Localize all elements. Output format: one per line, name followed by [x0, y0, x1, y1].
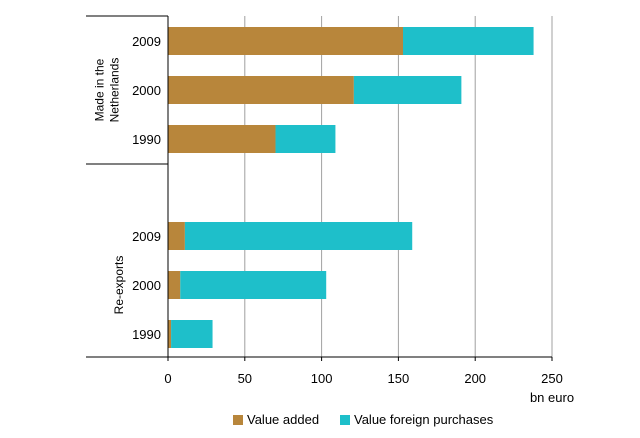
legend-label: Value foreign purchases — [354, 412, 494, 427]
bar-segment — [275, 125, 336, 153]
x-tick-label: 150 — [388, 371, 410, 386]
bar-segment — [403, 27, 534, 55]
bar-segment — [168, 27, 404, 55]
bar-segment — [353, 76, 462, 104]
category-label: 2009 — [132, 34, 161, 49]
x-tick-label: 250 — [541, 371, 563, 386]
category-label: 1990 — [132, 132, 161, 147]
bar-segment — [168, 222, 185, 250]
legend: Value added Value foreign purchases — [233, 412, 494, 427]
group-label: Made in theNetherlands — [93, 58, 122, 123]
x-tick-label: 100 — [311, 371, 333, 386]
bar-segment — [171, 320, 213, 348]
bar-segment — [168, 125, 276, 153]
legend-swatch — [340, 415, 350, 425]
bar-segment — [168, 76, 354, 104]
x-tick-label: 200 — [464, 371, 486, 386]
bar-segment — [184, 222, 413, 250]
category-label: 1990 — [132, 327, 161, 342]
group-label: Re-exports — [112, 256, 126, 315]
x-tick-label: 0 — [164, 371, 171, 386]
bar-segment — [180, 271, 327, 299]
grid-lines — [244, 16, 553, 357]
x-tick-label: 50 — [238, 371, 252, 386]
x-axis-title: bn euro — [530, 390, 574, 405]
legend-label: Value added — [247, 412, 319, 427]
category-label: 2000 — [132, 278, 161, 293]
bar-segment — [168, 320, 172, 348]
category-label: 2009 — [132, 229, 161, 244]
axes — [86, 15, 553, 361]
bars — [168, 27, 534, 348]
category-label: 2000 — [132, 83, 161, 98]
bar-segment — [168, 271, 181, 299]
legend-swatch — [233, 415, 243, 425]
